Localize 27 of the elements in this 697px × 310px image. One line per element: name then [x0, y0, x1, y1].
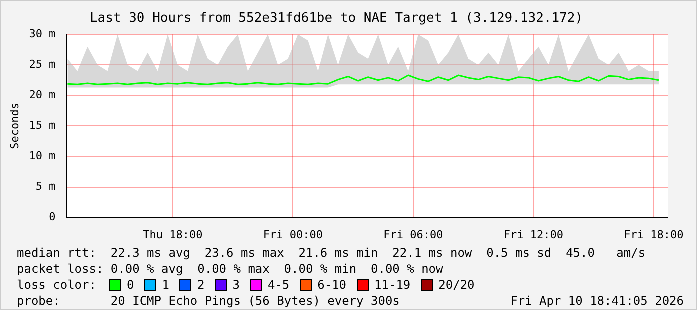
y-tick-label: 20 m [29, 88, 56, 102]
legend-label: 1 [162, 277, 170, 293]
x-tick-label: Fri 00:00 [263, 228, 323, 242]
y-axis-title: Seconds [8, 103, 22, 150]
legend-label: 0 [127, 277, 134, 293]
y-tick-label: 25 m [29, 58, 56, 71]
y-tick-label: 15 m [29, 119, 56, 132]
x-tick-label: Fri 18:00 [624, 228, 684, 242]
text: probe: 20 ICMP Echo Pings (56 Bytes) every 300s [17, 293, 400, 309]
legend-label: 4-5 [268, 277, 290, 293]
legend-label: 3 [232, 277, 240, 293]
legend-label: 2 [197, 277, 205, 293]
legend-label: 11-19 [374, 277, 411, 293]
legend-label: 6-10 [318, 277, 347, 293]
x-tick-label: Fri 12:00 [504, 228, 564, 242]
text: packet loss: 0.00 % avg 0.00 % max 0.00 % min 0.00 % now [17, 261, 444, 277]
text: Fri Apr 10 18:41:05 2026 [510, 293, 684, 309]
y-tick-label: 10 m [29, 150, 56, 163]
text: median rtt: 22.3 ms avg 23.6 ms max 21.6 ms min 22.1 ms now 0.5 ms sd 45.0 am/s [17, 245, 647, 261]
chart-title: Last 30 Hours from 552e31fd61be to NAE Target 1 (3.129.132.172) [90, 11, 584, 26]
x-tick-label: Fri 06:00 [384, 228, 444, 242]
x-tick-label: Thu 18:00 [143, 228, 203, 242]
y-tick-label: 0 [49, 210, 56, 224]
y-tick-label: 5 m [36, 180, 56, 194]
y-tick-label: 30 m [29, 27, 56, 40]
legend-title: loss color: [17, 277, 98, 293]
legend-label: 20/20 [438, 277, 475, 293]
